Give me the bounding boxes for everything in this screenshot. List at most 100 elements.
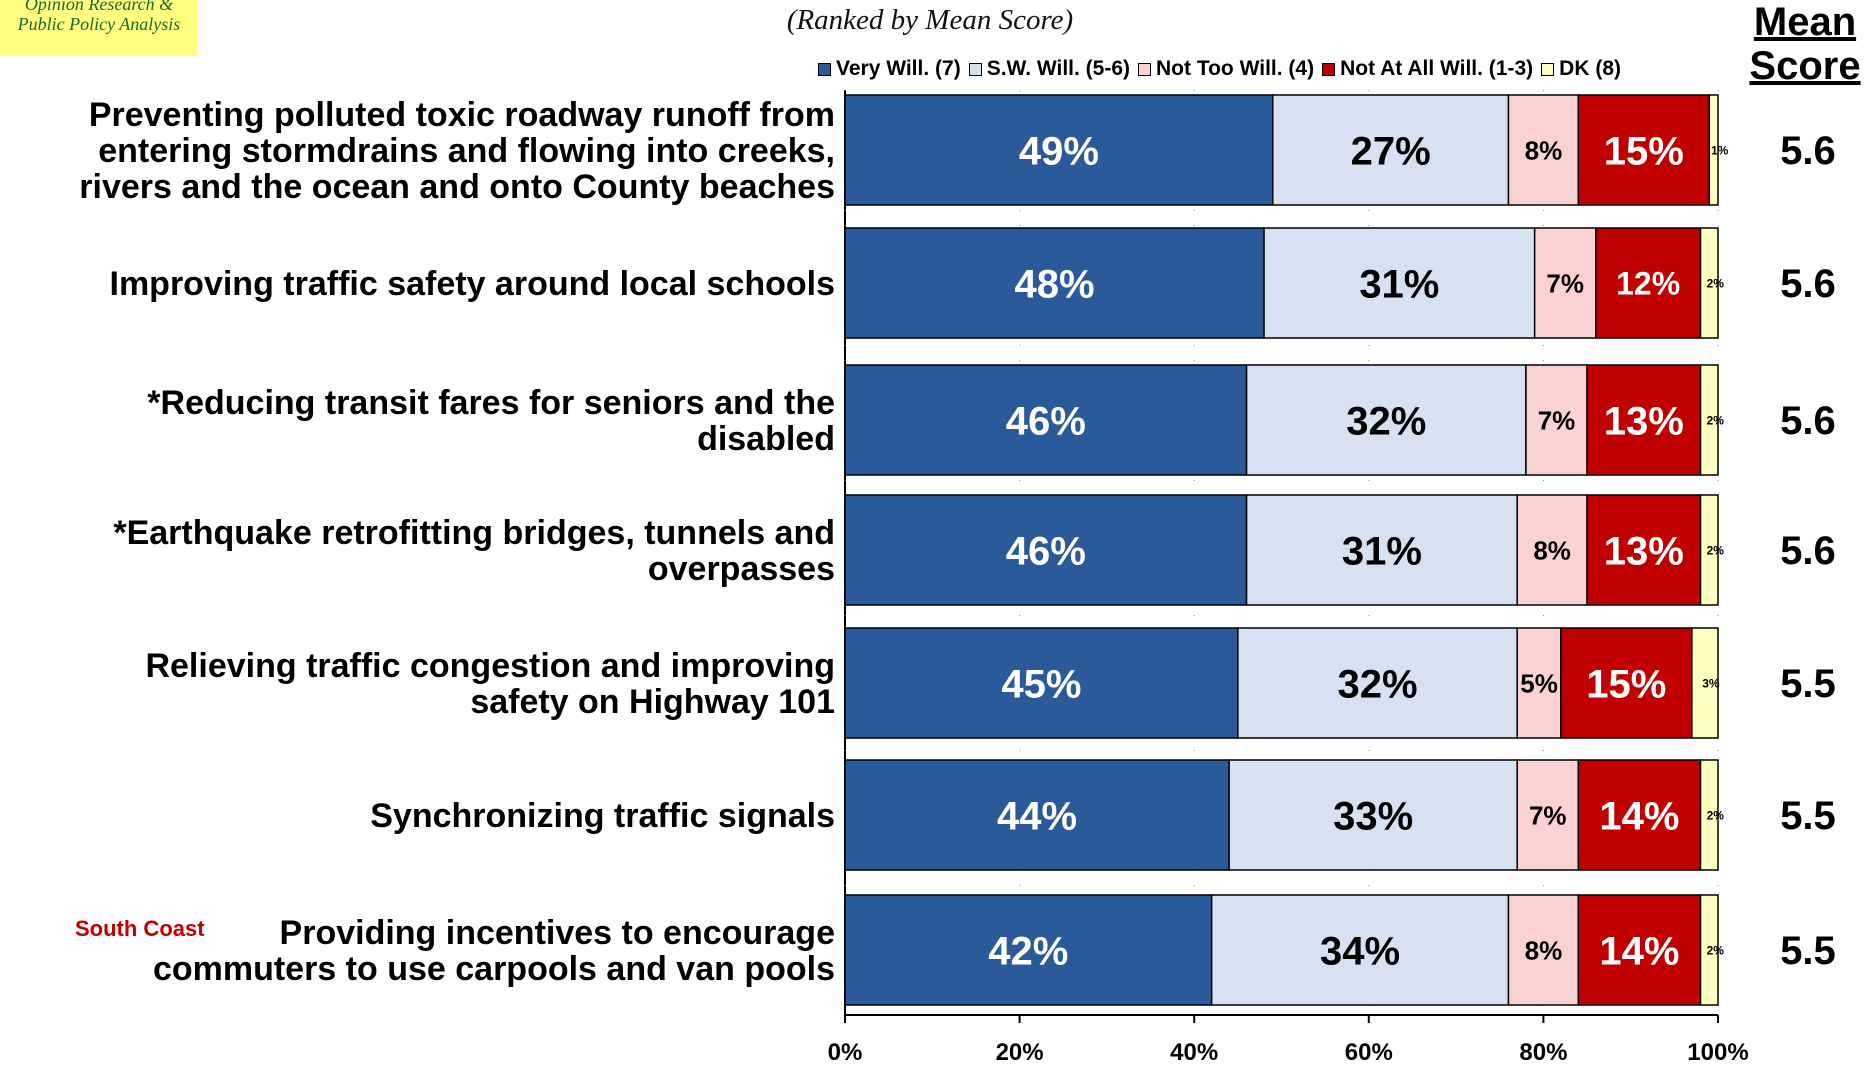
bar-label-sw: 31% bbox=[1342, 529, 1422, 573]
category-label-line: Preventing polluted toxic roadway runoff… bbox=[89, 96, 835, 134]
bar-label-sw: 33% bbox=[1333, 794, 1413, 838]
bar-label-sw: 27% bbox=[1351, 129, 1431, 173]
mean-score-value: 5.5 bbox=[1780, 662, 1836, 706]
x-tick-label: 0% bbox=[828, 1039, 863, 1065]
bar-segment-not-too bbox=[1507, 894, 1580, 1006]
bar-segment-dk bbox=[1699, 364, 1719, 476]
bar-segment-sw bbox=[1210, 894, 1510, 1006]
bar-label-very: 48% bbox=[1014, 262, 1094, 306]
bar-segment-very bbox=[844, 494, 1248, 606]
legend: Very Will. (7) S.W. Will. (5-6) Not Too … bbox=[818, 56, 1629, 82]
legend-label-not-at-all: Not At All Will. (1-3) bbox=[1340, 57, 1534, 80]
bar-segment-dk bbox=[1699, 227, 1719, 339]
bar-label-not-at-all: 13% bbox=[1604, 529, 1684, 573]
bar-segment-sw bbox=[1272, 94, 1510, 206]
bar-segment-not-at-all bbox=[1577, 894, 1702, 1006]
bar-segment-not-at-all bbox=[1586, 364, 1702, 476]
bar-label-sw: 32% bbox=[1346, 399, 1426, 443]
category-label-line: entering stormdrains and flowing into cr… bbox=[98, 132, 835, 170]
category-label-line: overpasses bbox=[648, 550, 835, 588]
legend-label-sw: S.W. Will. (5-6) bbox=[986, 57, 1131, 80]
bar-label-dk: 2% bbox=[1707, 808, 1725, 822]
bar-label-dk: 2% bbox=[1707, 543, 1725, 557]
legend-label-not-too: Not Too Will. (4) bbox=[1156, 57, 1315, 80]
bar-label-not-at-all: 14% bbox=[1599, 929, 1679, 973]
legend-label-very: Very Will. (7) bbox=[836, 57, 961, 80]
mean-score-value: 5.6 bbox=[1780, 129, 1836, 173]
category-label-line: *Earthquake retrofitting bridges, tunnel… bbox=[113, 514, 835, 552]
legend-item-very: Very Will. (7) bbox=[818, 57, 961, 81]
bar-segment-not-at-all bbox=[1560, 627, 1693, 739]
bar-segment-sw bbox=[1245, 494, 1518, 606]
bar-segment-dk bbox=[1699, 494, 1719, 606]
bar-label-not-at-all: 14% bbox=[1599, 794, 1679, 838]
bar-segment-very bbox=[844, 227, 1265, 339]
bar-segment-not-at-all bbox=[1586, 494, 1702, 606]
bar-segment-sw bbox=[1228, 759, 1518, 871]
bar-segment-not-too bbox=[1516, 494, 1588, 606]
x-tick-label: 80% bbox=[1519, 1039, 1567, 1065]
chart-subtitle: (Ranked by Mean Score) bbox=[786, 4, 1074, 36]
bar-segment-not-too bbox=[1516, 627, 1562, 739]
bar-label-very: 44% bbox=[997, 794, 1077, 838]
legend-item-not-at-all: Not At All Will. (1-3) bbox=[1322, 57, 1533, 81]
bar-label-dk: 1% bbox=[1711, 143, 1729, 157]
x-tick-label: 100% bbox=[1687, 1039, 1748, 1065]
mean-score-header-line-2: Score bbox=[1749, 44, 1861, 88]
legend-swatch-dk bbox=[1541, 62, 1555, 76]
logo: Opinion Research & Public Policy Analysi… bbox=[0, 0, 198, 56]
bar-label-not-at-all: 15% bbox=[1604, 129, 1684, 173]
bar-label-not-too: 8% bbox=[1525, 135, 1563, 165]
bar-label-dk: 3% bbox=[1702, 676, 1720, 690]
bar-label-dk: 2% bbox=[1707, 276, 1725, 290]
bar-label-sw: 31% bbox=[1359, 262, 1439, 306]
legend-item-dk: DK (8) bbox=[1541, 57, 1621, 81]
bar-label-not-too: 5% bbox=[1520, 668, 1558, 698]
legend-swatch-not-too bbox=[1138, 62, 1152, 76]
bar-segment-dk bbox=[1699, 759, 1719, 871]
mean-score-value: 5.5 bbox=[1780, 929, 1836, 973]
bar-label-not-too: 8% bbox=[1533, 535, 1571, 565]
category-label-line: commuters to use carpools and van pools bbox=[153, 950, 835, 988]
category-label-line: rivers and the ocean and onto County bea… bbox=[79, 168, 835, 206]
x-tick-label: 60% bbox=[1345, 1039, 1393, 1065]
bar-label-not-too: 8% bbox=[1525, 935, 1563, 965]
legend-item-sw: S.W. Will. (5-6) bbox=[968, 57, 1131, 81]
legend-swatch-sw bbox=[968, 62, 982, 76]
legend-item-not-too: Not Too Will. (4) bbox=[1138, 57, 1314, 81]
logo-line-2: Public Policy Analysis bbox=[17, 14, 181, 34]
bar-segment-very bbox=[844, 94, 1274, 206]
bar-segment-not-at-all bbox=[1577, 759, 1702, 871]
bar-label-very: 49% bbox=[1019, 129, 1099, 173]
mean-score-value: 5.5 bbox=[1780, 794, 1836, 838]
bar-label-very: 45% bbox=[1001, 662, 1081, 706]
region-tag: South Coast bbox=[75, 916, 205, 941]
bar-segment-sw bbox=[1263, 227, 1536, 339]
bar-segment-very bbox=[844, 759, 1230, 871]
bar-segment-not-too bbox=[1533, 227, 1597, 339]
bar-label-very: 46% bbox=[1006, 399, 1086, 443]
bar-segment-dk bbox=[1691, 627, 1719, 739]
mean-score-value: 5.6 bbox=[1780, 529, 1836, 573]
bar-label-not-too: 7% bbox=[1546, 268, 1584, 298]
bar-label-not-too: 7% bbox=[1538, 405, 1576, 435]
legend-swatch-very bbox=[818, 62, 831, 76]
bar-label-not-too: 7% bbox=[1529, 800, 1567, 830]
mean-score-header-line-1: Mean bbox=[1753, 0, 1857, 44]
bar-label-very: 42% bbox=[988, 929, 1068, 973]
bar-segment-very bbox=[844, 364, 1248, 476]
bar-label-not-at-all: 12% bbox=[1616, 266, 1680, 302]
bar-segment-dk bbox=[1708, 94, 1719, 206]
legend-label-dk: DK (8) bbox=[1559, 57, 1621, 80]
bar-label-sw: 32% bbox=[1337, 662, 1417, 706]
bar-segment-sw bbox=[1245, 364, 1527, 476]
bar-segment-not-too bbox=[1516, 759, 1580, 871]
category-label-line: safety on Highway 101 bbox=[470, 683, 835, 721]
bar-segment-not-at-all bbox=[1595, 227, 1702, 339]
bar-label-dk: 2% bbox=[1707, 413, 1725, 427]
bar-segment-sw bbox=[1237, 627, 1518, 739]
mean-score-value: 5.6 bbox=[1780, 399, 1836, 443]
bar-segment-very bbox=[844, 627, 1239, 739]
bar-label-dk: 2% bbox=[1707, 943, 1725, 957]
